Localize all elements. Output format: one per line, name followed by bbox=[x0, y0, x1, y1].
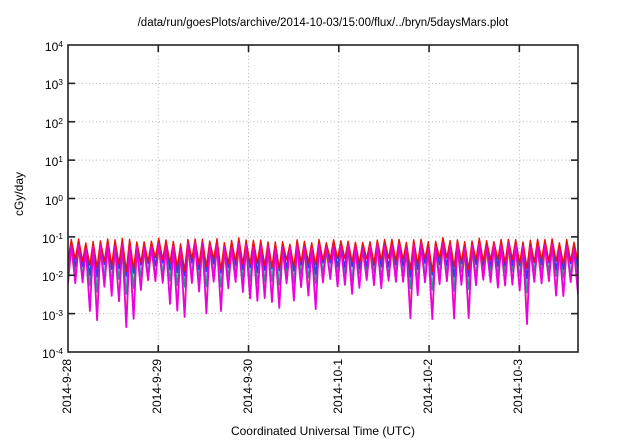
x-tick-label-2014-9-30: 2014-9-30 bbox=[240, 359, 255, 414]
x-tick-label-2014-10-1: 2014-10-1 bbox=[330, 359, 345, 414]
plot-frame bbox=[67, 44, 579, 353]
data-series bbox=[68, 236, 578, 329]
chart-title: /data/run/goesPlots/archive/2014-10-03/1… bbox=[137, 17, 509, 29]
y-tick-label-1e4: 104 bbox=[44, 39, 63, 54]
y-tick-label-1e3: 103 bbox=[44, 77, 63, 93]
x-tick-label-2014-10-3: 2014-10-3 bbox=[511, 359, 526, 414]
x-tick-label-2014-10-2: 2014-10-2 bbox=[421, 359, 436, 414]
y-tick-label-1e-4: 10-4 bbox=[42, 346, 63, 361]
gridlines bbox=[68, 45, 578, 352]
x-tick-label-2014-9-28: 2014-9-28 bbox=[60, 359, 74, 414]
y-tick-label-1e-3: 10-3 bbox=[42, 307, 63, 323]
y-tick-label-1e1: 101 bbox=[44, 154, 63, 170]
x-axis-label: Coordinated Universal Time (UTC) bbox=[230, 424, 416, 438]
y-tick-label-1e0: 100 bbox=[44, 192, 63, 208]
x-tick-label-2014-9-29: 2014-9-29 bbox=[150, 359, 165, 414]
y-tick-label-1e-2: 10-2 bbox=[42, 269, 63, 285]
y-tick-label-1e-1: 10-1 bbox=[42, 230, 63, 246]
series-line-magenta bbox=[68, 242, 578, 329]
y-tick-label-1e2: 102 bbox=[44, 115, 63, 131]
